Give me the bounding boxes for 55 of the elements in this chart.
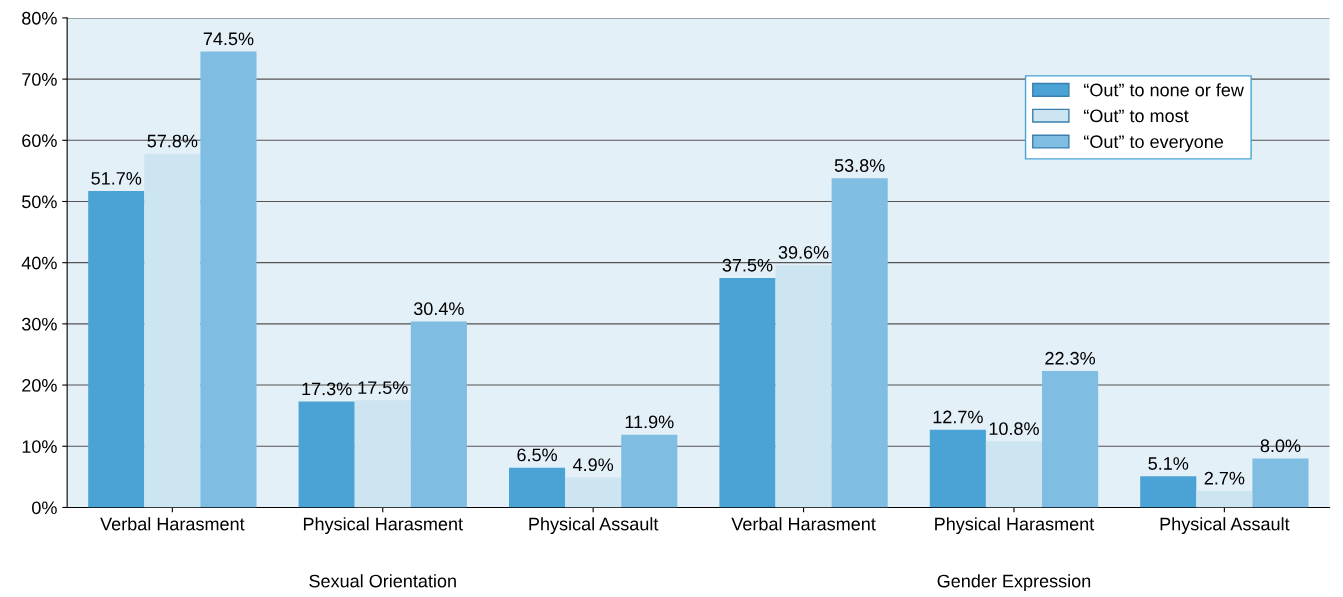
data-label: 4.9%: [573, 458, 614, 472]
data-label: 74.5%: [203, 32, 254, 46]
data-label: 5.1%: [1148, 457, 1189, 470]
y-tick-label: 30%: [21, 317, 57, 331]
legend-label: “Out” to most: [1083, 109, 1189, 123]
y-tick-label: 0%: [32, 501, 57, 515]
data-label: 6.5%: [517, 448, 557, 462]
x-tick-label: Verbal Harasment: [100, 517, 245, 531]
data-label: 39.6%: [778, 246, 829, 259]
y-tick-label: 10%: [22, 440, 57, 453]
data-label: 2.7%: [1204, 471, 1245, 485]
bar: [1042, 370, 1099, 508]
data-label: 17.5%: [358, 381, 408, 395]
legend-label: “Out” to everyone: [1083, 135, 1224, 152]
data-label: 8.0%: [1260, 439, 1301, 453]
legend-label: “Out” to none or few: [1083, 83, 1244, 97]
y-tick-label: 50%: [22, 195, 57, 209]
data-label: 11.9%: [625, 415, 674, 429]
data-label: 57.8%: [147, 134, 198, 148]
bar: [775, 265, 832, 508]
bar: [1140, 476, 1197, 508]
data-label: 22.3%: [1045, 351, 1096, 365]
data-label: 12.7%: [933, 410, 983, 424]
text: Sexual Orientation: [309, 574, 456, 588]
bar: [88, 191, 145, 508]
bar: [354, 400, 411, 508]
bar: [831, 178, 888, 508]
x-tick-label: Verbal Harasment: [731, 517, 876, 531]
x-tick-label: Physical Harasment: [303, 517, 463, 534]
bar: [298, 401, 355, 508]
data-label: 17.3%: [302, 382, 352, 396]
y-tick-label: 60%: [22, 134, 57, 148]
bar: [565, 477, 622, 508]
data-label: 53.8%: [834, 159, 885, 172]
bar: [1196, 490, 1253, 508]
data-label: 51.7%: [91, 172, 142, 185]
text: Gender Expression: [937, 574, 1091, 592]
bar: [200, 51, 257, 508]
x-tick-label: Physical Assault: [1160, 517, 1290, 534]
bar: [1252, 458, 1309, 508]
bar: [621, 434, 678, 508]
bar: [509, 467, 566, 508]
x-tick-label: Physical Assault: [529, 517, 659, 534]
data-label: 10.8%: [989, 422, 1039, 436]
y-tick-label: 70%: [22, 73, 57, 86]
bar: [144, 153, 201, 508]
bar: [985, 441, 1043, 508]
bar: [410, 321, 467, 508]
bar: [719, 277, 776, 508]
y-tick-label: 40%: [21, 256, 57, 270]
x-tick-label: Physical Harasment: [935, 517, 1095, 534]
y-tick-label: 20%: [22, 379, 57, 392]
bar: [929, 429, 986, 508]
y-tick-label: 80%: [22, 11, 57, 25]
data-label: 30.4%: [413, 302, 464, 316]
